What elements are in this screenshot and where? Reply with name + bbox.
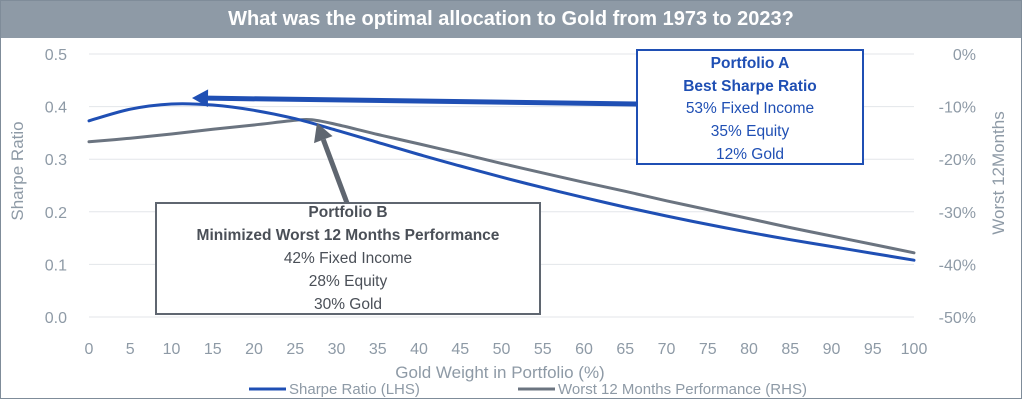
portfolio-a-subheading: Best Sharpe Ratio <box>683 78 817 95</box>
portfolio-a-box: Portfolio A Best Sharpe Ratio 53% Fixed … <box>636 49 864 165</box>
y-tick-label: 0.5 <box>45 47 67 64</box>
legend: Sharpe Ratio (LHS) Worst 12 Months Perfo… <box>249 381 807 398</box>
x-tick-label: 55 <box>534 341 552 358</box>
portfolio-a-line-2: 35% Equity <box>711 123 790 140</box>
legend-label-sharpe: Sharpe Ratio (LHS) <box>289 381 420 398</box>
x-tick-label: 65 <box>616 341 634 358</box>
x-tick-label: 80 <box>740 341 758 358</box>
x-tick-label: 90 <box>823 341 841 358</box>
portfolio-a-line-3: 12% Gold <box>716 146 784 163</box>
portfolio-b-line-2: 28% Equity <box>309 273 388 290</box>
portfolio-a-heading: Portfolio A <box>711 55 790 72</box>
x-tick-label: 30 <box>328 341 346 358</box>
x-tick-label: 10 <box>163 341 181 358</box>
y2-tick-label: -10% <box>939 100 976 117</box>
x-tick-label: 20 <box>245 341 263 358</box>
portfolio-b-box: Portfolio B Minimized Worst 12 Months Pe… <box>155 202 541 315</box>
x-tick-label: 40 <box>410 341 428 358</box>
x-tick-label: 70 <box>658 341 676 358</box>
x-tick-label: 75 <box>699 341 717 358</box>
x-tick-label: 95 <box>864 341 882 358</box>
series-lines <box>87 102 916 262</box>
portfolio-a-line-1: 53% Fixed Income <box>686 100 814 117</box>
x-tick-label: 50 <box>493 341 511 358</box>
x-tick-label: 25 <box>286 341 304 358</box>
x-tick-label: 0 <box>85 341 94 358</box>
y2-tick-label: -30% <box>939 205 976 222</box>
y2-tick-labels: -50% -40% -30% -20% -10% 0% <box>939 47 976 327</box>
x-tick-label: 100 <box>901 341 928 358</box>
portfolio-a-arrow-shaft <box>207 95 638 107</box>
portfolio-b-border <box>155 202 541 315</box>
y-tick-label: 0.0 <box>45 310 67 327</box>
chart-title: What was the optimal allocation to Gold … <box>1 1 1021 38</box>
x-tick-label: 35 <box>369 341 387 358</box>
portfolio-b-arrow-shaft <box>320 138 350 204</box>
x-tick-label: 60 <box>575 341 593 358</box>
x-tick-label: 5 <box>126 341 135 358</box>
y2-tick-label: 0% <box>953 47 976 64</box>
portfolio-b-line-1: 42% Fixed Income <box>284 250 412 267</box>
portfolio-a-border <box>636 49 864 165</box>
x-tick-labels: 0 5 10 15 20 25 30 35 40 45 50 55 60 65 70 75 80 85 90 95 10… <box>85 341 928 358</box>
portfolio-b-subheading: Minimized Worst 12 Months Performance <box>197 227 500 244</box>
x-tick-label: 45 <box>451 341 469 358</box>
annotation-arrows <box>192 89 638 204</box>
portfolio-b-line-3: 30% Gold <box>314 296 382 313</box>
y2-tick-label: -50% <box>939 310 976 327</box>
y-tick-label: 0.2 <box>45 205 67 222</box>
y2-tick-label: -40% <box>939 257 976 274</box>
y-tick-label: 0.4 <box>45 100 67 117</box>
y2-tick-label: -20% <box>939 152 976 169</box>
x-tick-label: 15 <box>204 341 222 358</box>
y-tick-labels: 0.0 0.1 0.2 0.3 0.4 0.5 <box>45 47 67 327</box>
x-tick-label: 85 <box>781 341 799 358</box>
series-line-sharpe-ratio <box>87 102 916 262</box>
y-tick-label: 0.1 <box>45 257 67 274</box>
portfolio-b-arrow-head <box>314 122 333 144</box>
series-line-worst-12-months <box>87 117 916 255</box>
y-tick-label: 0.3 <box>45 152 67 169</box>
legend-label-worst: Worst 12 Months Performance (RHS) <box>558 381 807 398</box>
y-axis-title: Sharpe Ratio <box>8 121 27 220</box>
x-axis-title: Gold Weight in Portfolio (%) <box>395 363 604 382</box>
portfolio-b-heading: Portfolio B <box>308 204 387 221</box>
y2-axis-title: Worst 12Months <box>989 111 1008 234</box>
portfolio-a-arrow-head <box>192 89 209 107</box>
